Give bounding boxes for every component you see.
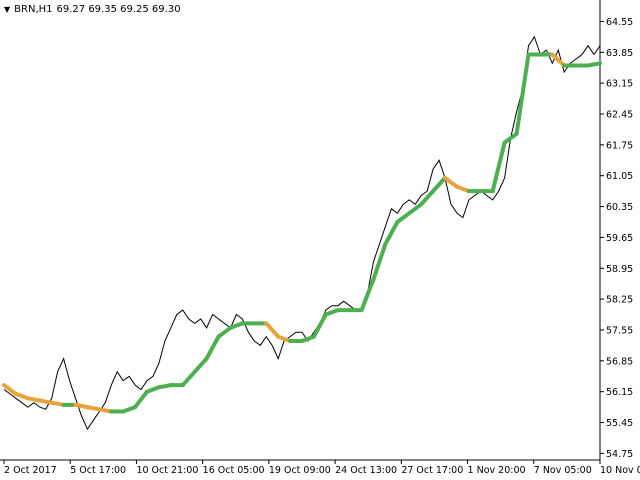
y-tick-label: 63.15 [606,79,633,90]
trend-segment-up [419,189,436,207]
trend-segment-up [359,277,376,313]
trend-segment-up [514,52,531,136]
y-tick-label: 58.95 [606,264,633,275]
y-tick-label: 58.25 [606,295,633,306]
y-tick-label: 57.55 [606,325,633,336]
x-tick-label: 10 Oct 21:00 [136,465,198,476]
trend-segment-up [371,242,388,282]
trend-segment-up [204,334,221,361]
trend-segment-up [300,334,316,343]
x-tick-label: 16 Oct 05:00 [203,465,265,476]
x-tick-label: 24 Oct 13:00 [335,465,397,476]
trend-segment-up [395,211,412,224]
trend-segment-up [121,405,138,414]
chart-header: ▼ BRN,H1 69.27 69.35 69.25 69.30 [4,4,181,15]
trend-segment-up [383,220,400,246]
y-tick-label: 54.75 [606,449,633,460]
y-tick-label: 63.85 [606,48,633,59]
x-tick-label: 2 Oct 2017 [4,465,57,476]
trend-segment-down [276,334,293,343]
trend-segment-down [264,321,281,339]
symbol-label: BRN,H1 [14,4,53,15]
trend-segment-down [49,400,66,407]
trend-segment-up [407,202,424,216]
x-tick-label: 19 Oct 09:00 [269,465,331,476]
x-tick-label: 1 Nov 20:00 [468,465,526,476]
trend-segment-down [97,407,114,414]
price-line [3,35,601,431]
y-tick-label: 62.45 [606,109,633,120]
y-tick-label: 61.75 [606,140,633,151]
trend-segment-up [145,385,161,394]
chart-frame [0,0,601,461]
trend-segment-down [37,398,54,405]
trend-segment-up [311,312,328,339]
y-tick-label: 61.05 [606,171,633,182]
price-series [3,35,601,431]
trend-segment-down [455,184,471,194]
trend-segment-down [2,383,18,396]
trend-segment-up [192,356,209,374]
trend-segment-up [502,131,519,145]
y-tick-label: 59.65 [606,233,633,244]
y-axis: 64.55 63.85 63.15 62.45 61.75 61.05 60.35 59.65… [600,17,633,460]
trend-segment-down [25,396,42,403]
y-tick-label: 56.85 [606,356,633,367]
y-tick-label: 56.15 [606,387,633,398]
x-axis: 2 Oct 2017 5 Oct 17:00 10 Oct 21:00 16 Oct … [3,460,640,476]
trend-segment-up [323,308,340,317]
trend-segment-down [550,52,567,68]
trend-segment-up [180,369,197,388]
trend-indicator [2,52,602,414]
x-tick-label: 7 Nov 05:00 [534,465,592,476]
trend-segment-up [157,383,173,390]
trend-segment-up [490,140,507,194]
chevron-down-icon[interactable]: ▼ [4,5,11,14]
y-tick-label: 64.55 [606,17,633,28]
y-tick-label: 55.45 [606,418,633,429]
ohlc-readout: 69.27 69.35 69.25 69.30 [56,4,181,15]
x-tick-label: 10 Nov 09:00 [600,465,640,476]
trend-segment-up [228,321,245,330]
x-tick-label: 27 Oct 17:00 [401,465,463,476]
trend-segment-up [216,325,233,339]
x-tick-label: 5 Oct 17:00 [70,465,126,476]
trend-segment-down [73,402,90,410]
trend-segment-up [431,175,447,194]
trend-segment-up [133,389,149,410]
trend-segment-up [586,61,602,68]
trend-segment-down [85,405,102,412]
trend-segment-down [443,175,459,189]
trend-segment-down [13,391,30,401]
y-tick-label: 60.35 [606,202,633,213]
